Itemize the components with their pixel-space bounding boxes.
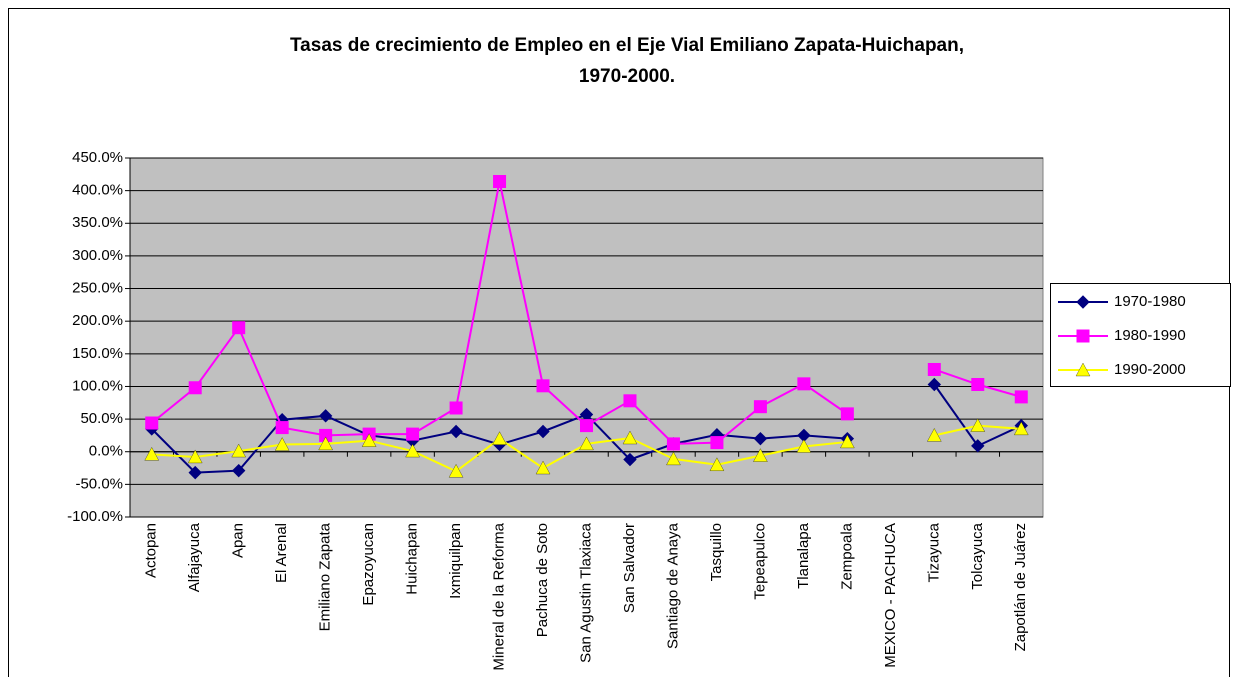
marker	[187, 449, 203, 464]
x-tick-label: Alfajayuca	[186, 522, 203, 592]
x-tick-label: Pachuca de Soto	[534, 523, 551, 637]
x-tick-label: Emiliano Zapata	[317, 522, 334, 631]
marker	[535, 460, 551, 475]
y-tick-label: 100.0%	[72, 377, 123, 394]
marker	[188, 465, 202, 480]
marker	[927, 377, 942, 392]
marker	[448, 463, 464, 478]
legend-label: 1970-1980	[1114, 293, 1186, 310]
marker	[797, 377, 811, 391]
x-tick-label: Huichapan	[404, 523, 421, 595]
marker	[796, 439, 812, 453]
x-tick-label: Ixmiquilpan	[447, 523, 464, 599]
x-tick-label: Tizayuca	[925, 522, 942, 582]
marker	[406, 427, 420, 441]
marker	[318, 409, 333, 423]
x-tick-label: MEXICO - PACHUCA	[882, 523, 899, 668]
marker	[275, 421, 289, 435]
y-tick-label: 250.0%	[72, 280, 123, 297]
marker	[709, 457, 725, 471]
x-tick-label: Tlanalapa	[795, 522, 812, 589]
y-tick-label: 450.0%	[72, 149, 123, 166]
y-tick-label: 200.0%	[72, 312, 123, 329]
x-tick-label: Tolcayuca	[969, 522, 986, 589]
marker	[493, 174, 507, 188]
y-tick-label: 400.0%	[72, 182, 123, 199]
marker	[666, 451, 681, 466]
marker	[361, 433, 377, 447]
marker	[144, 447, 159, 461]
marker	[318, 436, 333, 451]
marker	[1014, 390, 1028, 404]
marker	[623, 452, 637, 467]
legend-label: 1990-2000	[1114, 361, 1186, 378]
marker	[753, 448, 768, 462]
marker	[232, 321, 246, 335]
marker	[927, 428, 942, 442]
chart-title: Tasas de crecimiento de Empleo en el Eje…	[290, 35, 964, 56]
marker	[536, 424, 550, 439]
marker	[927, 362, 941, 376]
marker	[623, 394, 637, 408]
marker	[405, 443, 420, 458]
x-tick-label: Tasquillo	[708, 523, 725, 581]
x-tick-label: San Agustin Tlaxiaca	[577, 522, 594, 662]
y-tick-label: 350.0%	[72, 214, 123, 231]
marker	[449, 401, 463, 415]
y-tick-label: 300.0%	[72, 247, 123, 264]
marker	[1076, 329, 1090, 343]
marker	[1075, 362, 1091, 377]
marker	[840, 407, 854, 421]
marker	[1076, 295, 1090, 309]
x-tick-label: Epazoyucan	[360, 523, 377, 606]
y-tick-label: 0.0%	[89, 443, 123, 460]
marker	[971, 439, 985, 453]
y-tick-label: 150.0%	[72, 345, 123, 362]
marker	[840, 434, 855, 449]
x-tick-label: San Salvador	[621, 523, 638, 613]
x-tick-label: Zapotlán de Juárez	[1012, 523, 1029, 651]
marker	[231, 463, 246, 478]
marker	[449, 424, 463, 439]
marker	[971, 377, 985, 391]
legend-label: 1980-1990	[1114, 327, 1186, 344]
x-tick-label: Tepeapulco	[751, 523, 768, 600]
x-tick-label: El Arenal	[273, 523, 290, 583]
x-tick-label: Apan	[230, 523, 247, 558]
plot-area	[129, 157, 1044, 518]
marker	[710, 436, 724, 450]
y-tick-label: -50.0%	[75, 475, 123, 492]
marker	[753, 400, 767, 414]
x-tick-label: Actopan	[143, 523, 160, 578]
marker	[188, 381, 202, 395]
marker	[622, 430, 638, 445]
y-tick-label: -100.0%	[67, 508, 123, 525]
marker	[274, 437, 290, 451]
x-tick-label: Santiago de Anaya	[664, 522, 681, 649]
marker	[579, 436, 594, 451]
marker	[753, 431, 768, 446]
x-tick-label: Zempoala	[838, 522, 855, 589]
x-tick-label: Mineral de la Reforma	[491, 522, 508, 670]
marker	[492, 431, 507, 445]
marker	[580, 419, 593, 433]
marker	[145, 416, 159, 430]
legend: 1970-1980 1980-1990 1990-2000	[1050, 283, 1231, 387]
marker	[1014, 421, 1029, 436]
chart-title: 1970-2000.	[579, 66, 675, 87]
marker	[666, 437, 680, 451]
marker	[536, 379, 550, 393]
marker	[970, 418, 986, 432]
y-tick-label: 50.0%	[80, 410, 123, 427]
marker	[231, 443, 246, 458]
